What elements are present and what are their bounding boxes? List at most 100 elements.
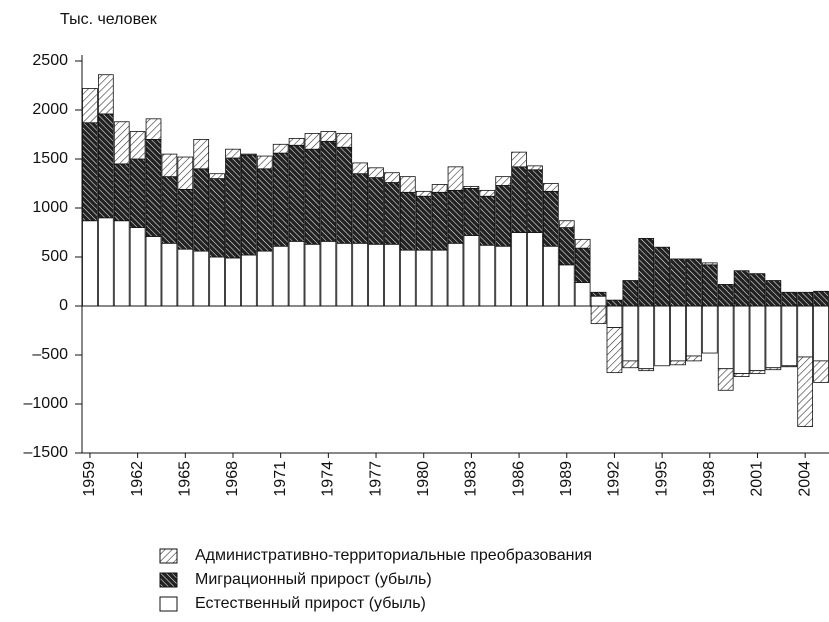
bar-segment bbox=[288, 240, 305, 307]
bar-segment bbox=[415, 249, 432, 307]
bar-segment bbox=[384, 182, 400, 245]
bar-segment bbox=[622, 280, 639, 307]
bar-segment bbox=[447, 166, 464, 191]
bar-segment bbox=[590, 291, 607, 297]
bar-segment bbox=[97, 217, 114, 307]
bar-segment bbox=[701, 264, 718, 307]
bar-segment bbox=[336, 146, 353, 244]
bar-segment bbox=[765, 280, 782, 307]
bar-segment bbox=[304, 133, 321, 150]
bar-segment bbox=[606, 327, 623, 374]
bar-segment bbox=[256, 155, 273, 170]
bar-segment bbox=[638, 305, 655, 370]
bar-segment bbox=[733, 373, 750, 377]
bar-segment bbox=[670, 360, 686, 366]
bar-segment bbox=[288, 144, 305, 242]
bar-segment bbox=[765, 367, 782, 371]
bar-segment bbox=[352, 242, 368, 307]
y-tick-label: 0 bbox=[59, 297, 68, 314]
x-tick-label: 1977 bbox=[367, 461, 384, 497]
bar-segment bbox=[654, 305, 670, 367]
bar-segment bbox=[113, 220, 130, 307]
bar-segment bbox=[129, 158, 146, 228]
bar-segment bbox=[558, 264, 575, 307]
bar-segment bbox=[511, 151, 527, 168]
bar-segment bbox=[272, 143, 289, 154]
bar-segment bbox=[384, 172, 400, 183]
bar-segment bbox=[415, 195, 432, 251]
bar-segment bbox=[225, 257, 241, 307]
y-tick-label: 500 bbox=[41, 248, 68, 265]
bar-segment bbox=[145, 138, 162, 237]
bar-segment bbox=[813, 360, 829, 383]
bar-segment bbox=[463, 235, 480, 307]
bar-segment bbox=[241, 254, 257, 307]
bar-segment bbox=[161, 176, 178, 244]
bar-segment bbox=[193, 138, 210, 170]
bar-segment bbox=[352, 173, 368, 244]
bar-segment bbox=[495, 185, 512, 247]
bar-segment bbox=[82, 122, 98, 222]
bar-segment bbox=[304, 148, 321, 245]
bar-segment bbox=[749, 305, 766, 372]
bar-segment bbox=[177, 248, 194, 307]
x-tick-label: 1965 bbox=[177, 461, 194, 497]
bar-segment bbox=[399, 249, 416, 307]
bar-segment bbox=[161, 242, 178, 307]
bar-segment bbox=[241, 154, 257, 256]
bar-segment bbox=[431, 184, 448, 193]
bar-segment bbox=[717, 368, 734, 391]
bar-segment bbox=[606, 299, 623, 307]
bar-segment bbox=[701, 305, 718, 354]
x-tick-label: 1998 bbox=[701, 461, 718, 497]
bar-segment bbox=[145, 118, 162, 140]
bar-segment bbox=[590, 305, 607, 325]
bar-segment bbox=[320, 140, 337, 242]
bar-segment bbox=[813, 305, 829, 362]
y-tick-label: 1500 bbox=[32, 150, 68, 167]
y-tick-label: 1000 bbox=[32, 199, 68, 216]
bar-segment bbox=[368, 177, 384, 245]
bar-segment bbox=[670, 258, 686, 307]
bar-segment bbox=[415, 190, 432, 197]
x-tick-label: 1959 bbox=[81, 461, 98, 497]
bar-segment bbox=[352, 162, 368, 175]
x-tick-label: 2001 bbox=[749, 461, 766, 497]
bar-segment bbox=[320, 131, 337, 142]
axis-title: Тыс. человек bbox=[60, 11, 158, 28]
bar-segment bbox=[813, 290, 829, 307]
bar-segment bbox=[320, 240, 337, 307]
bar-segment bbox=[495, 176, 512, 186]
bar-segment bbox=[368, 167, 384, 179]
y-tick-label: –500 bbox=[32, 346, 68, 363]
bar-segment bbox=[749, 273, 766, 307]
x-tick-label: 1974 bbox=[320, 461, 337, 497]
bar-segment bbox=[82, 88, 98, 124]
bar-segment bbox=[590, 295, 607, 307]
bar-segment bbox=[82, 220, 98, 307]
y-tick-label: 2000 bbox=[32, 101, 68, 118]
bar-segment bbox=[256, 168, 273, 252]
bar-segment bbox=[97, 113, 114, 219]
bar-segment bbox=[463, 187, 480, 236]
bar-segment bbox=[527, 232, 543, 307]
bar-segment bbox=[399, 191, 416, 251]
bar-segment bbox=[97, 74, 114, 115]
bar-segment bbox=[717, 284, 734, 307]
legend-swatch bbox=[159, 548, 178, 564]
bar-segment bbox=[479, 189, 496, 197]
legend-label: Миграционный прирост (убыль) bbox=[195, 571, 432, 588]
bar-segment bbox=[463, 186, 480, 189]
x-tick-label: 1968 bbox=[224, 461, 241, 497]
bar-segment bbox=[543, 190, 559, 247]
bar-segment bbox=[717, 305, 734, 370]
y-tick-label: 2500 bbox=[32, 52, 68, 69]
bar-segment bbox=[336, 133, 353, 148]
bar-segment bbox=[193, 250, 210, 307]
bar-segment bbox=[574, 247, 591, 283]
bar-segment bbox=[765, 305, 782, 369]
bar-segment bbox=[543, 245, 559, 307]
bar-segment bbox=[225, 148, 241, 159]
bar-segment bbox=[479, 195, 496, 246]
